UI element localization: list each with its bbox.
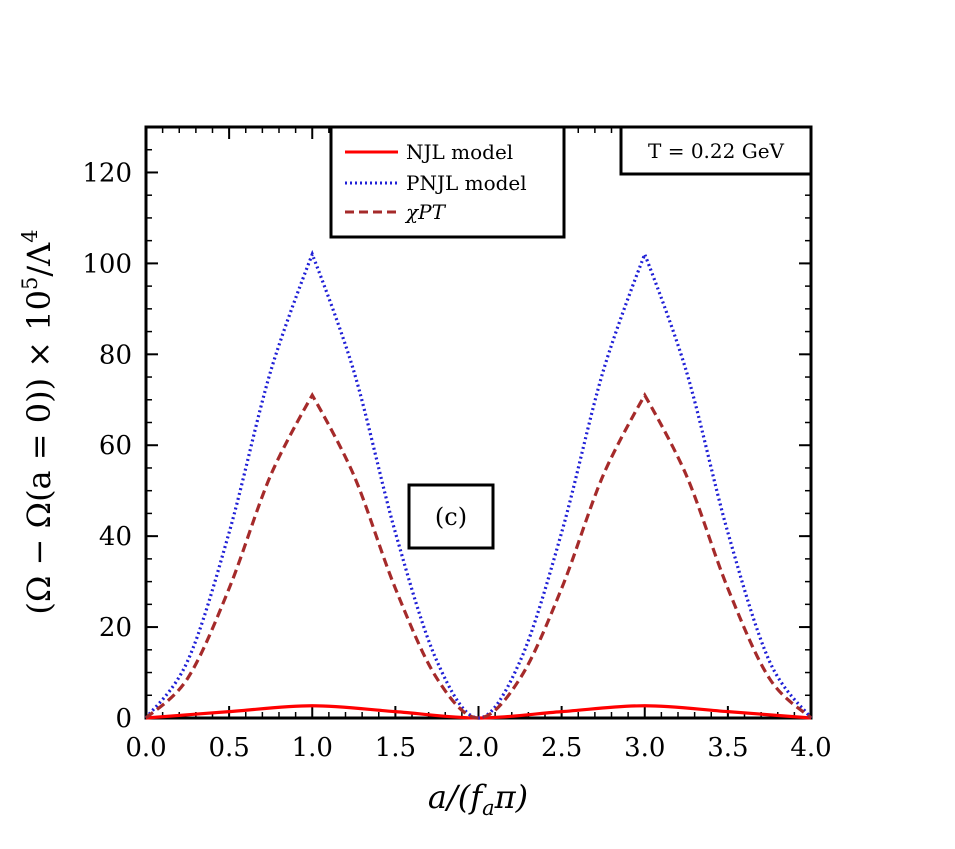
y-tick-labels: 0 20 40 60 80 100 120 [82,158,132,734]
panel-label: (c) [435,503,467,531]
x-tick-label: 4.0 [790,733,831,763]
y-tick-label: 40 [99,522,132,552]
series-line-2 [144,392,813,720]
panel-annotation: (c) [407,483,495,550]
panel-box [407,483,495,550]
legend-entry-pnjl: PNJL model [345,171,527,195]
y-tick-label: 0 [115,704,132,734]
temperature-box [619,125,813,176]
x-tick-label: 3.0 [624,733,665,763]
x-tick-label: 2.5 [541,733,582,763]
y-tick-label: 20 [99,613,132,643]
legend-label-chipt: χPT [404,200,447,224]
x-tick-label: 1.0 [292,733,333,763]
y-tick-label: 60 [99,431,132,461]
series-line-1 [144,249,813,720]
legend-label-pnjl: PNJL model [406,171,527,195]
x-tick-label: 1.5 [375,733,416,763]
legend-label-njl: NJL model [406,140,513,164]
legend-box [329,125,566,239]
legend-entry-njl: NJL model [345,140,513,164]
x-tick-label: 3.5 [707,733,748,763]
x-tick-label: 0.5 [208,733,249,763]
temperature-annotation: T = 0.22 GeV [619,125,813,176]
y-axis-label: (Ω − Ω(a = 0)) × 105/Λ4 [18,229,58,614]
legend: NJL model PNJL model χPT [329,125,566,239]
y-tick-label: 80 [99,340,132,370]
temperature-label: T = 0.22 GeV [648,139,785,163]
legend-entry-chipt: χPT [345,200,447,224]
y-tick-label: 100 [82,249,132,279]
x-tick-labels: 0.0 0.5 1.0 1.5 2.0 2.5 3.0 3.5 4.0 [125,733,831,763]
x-axis-label: a/(faπ) [428,778,528,820]
series-layer [144,249,813,720]
y-tick-label: 120 [82,158,132,188]
x-tick-label: 0.0 [125,733,166,763]
x-tick-label: 2.0 [458,733,499,763]
